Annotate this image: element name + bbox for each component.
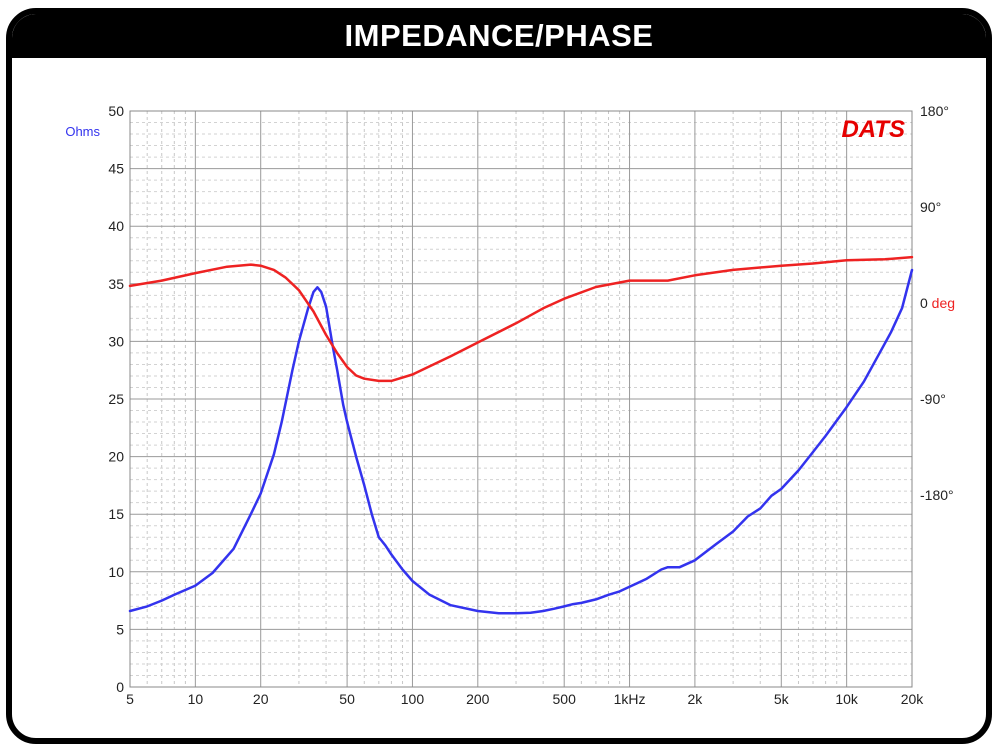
x-tick-label: 10 — [188, 691, 204, 707]
impedance-series-line — [128, 268, 914, 615]
y-left-tick-label: 15 — [108, 506, 124, 522]
y-left-tick-label: 10 — [108, 564, 124, 580]
y-left-tick-label: 0 — [116, 679, 124, 695]
y-left-tick-label: 45 — [108, 161, 124, 177]
x-tick-label: 20k — [901, 691, 925, 707]
y-right-tick-label: 90° — [920, 199, 941, 215]
right-tick-labels: 180° 90° 0 deg -90° -180° — [920, 103, 955, 503]
phase-series-line — [128, 255, 914, 383]
x-tick-labels: 5 10 20 50 100 200 500 1kHz 2k 5k 10k 20k — [126, 691, 924, 707]
major-gridlines — [129, 110, 913, 688]
x-tick-label: 2k — [688, 691, 704, 707]
title-bar — [12, 14, 986, 58]
x-tick-label: 500 — [553, 691, 577, 707]
y-right-tick-label: 0 deg — [920, 295, 955, 311]
y-right-tick-label: -90° — [920, 391, 946, 407]
y-left-tick-label: 40 — [108, 218, 124, 234]
x-tick-label: 50 — [339, 691, 355, 707]
x-tick-label: 200 — [466, 691, 490, 707]
x-tick-label: 5 — [126, 691, 134, 707]
y-left-tick-label: 20 — [108, 449, 124, 465]
y-axis-label: Ohms — [65, 124, 100, 139]
x-tick-label: 10k — [835, 691, 859, 707]
left-tick-labels: 0 5 10 15 20 25 30 35 40 45 50 — [108, 103, 124, 695]
y-left-tick-label: 30 — [108, 333, 124, 349]
y-left-tick-label: 35 — [108, 276, 124, 292]
plot-border — [129, 110, 913, 688]
x-tick-label: 5k — [774, 691, 790, 707]
phase-unit-label: deg — [928, 295, 955, 311]
chart-title: IMPEDANCE/PHASE — [344, 18, 654, 53]
y-right-tick-label: -180° — [920, 487, 954, 503]
x-tick-label: 1kHz — [614, 691, 646, 707]
y-left-tick-label: 50 — [108, 103, 124, 119]
series-lines — [128, 255, 914, 615]
y-left-tick-label: 25 — [108, 391, 124, 407]
brand-logo: DATS — [841, 116, 905, 143]
x-tick-label: 20 — [253, 691, 269, 707]
x-tick-label: 100 — [401, 691, 425, 707]
y-left-tick-label: 5 — [116, 621, 124, 637]
y-right-tick-label: 180° — [920, 103, 949, 119]
